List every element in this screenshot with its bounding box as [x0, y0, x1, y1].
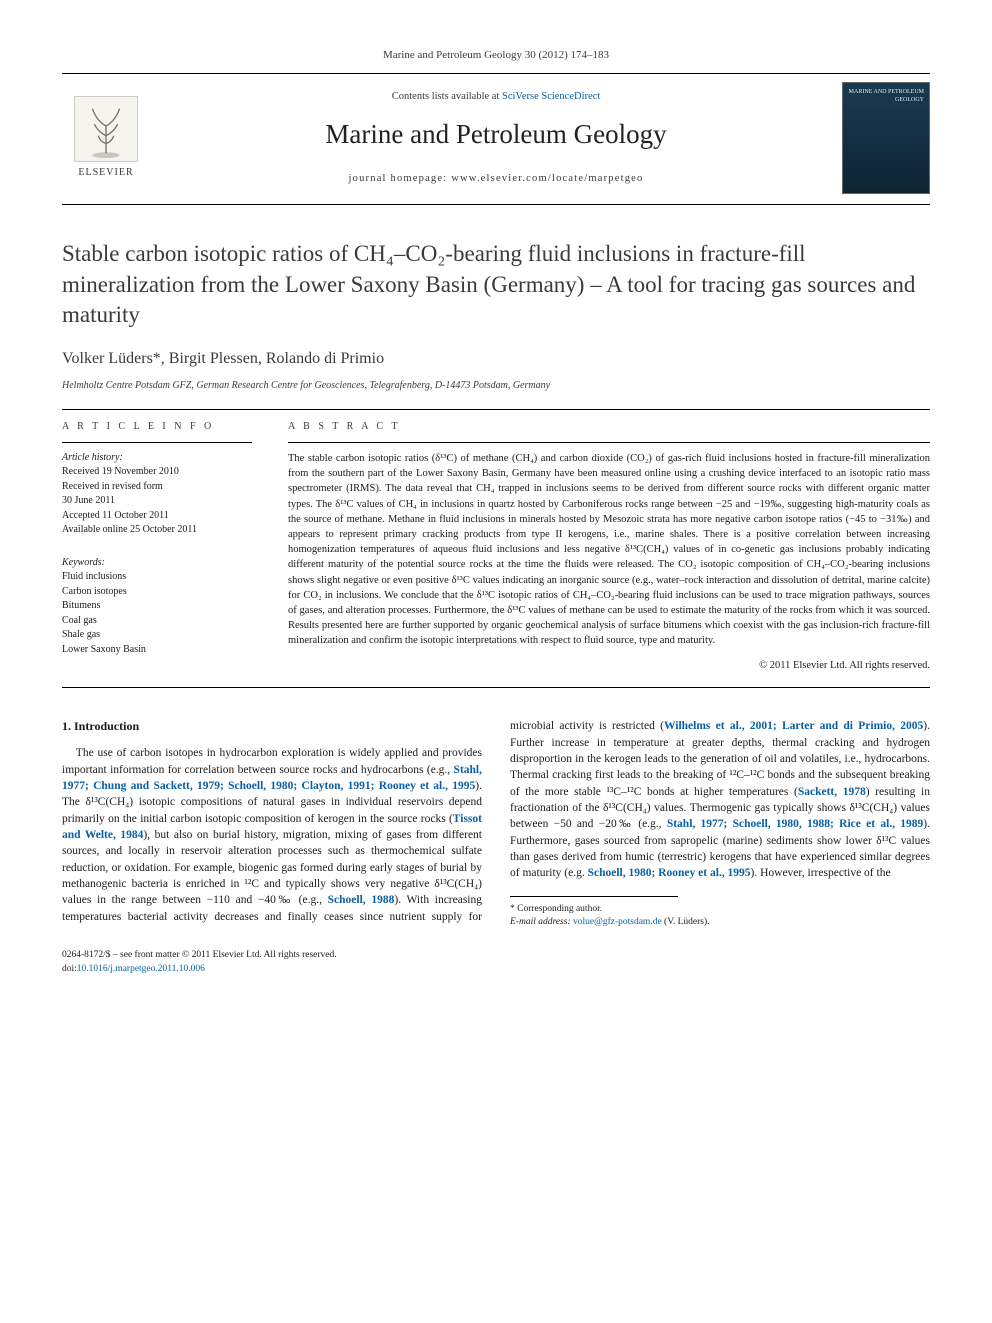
abstract-heading: A B S T R A C T: [288, 420, 930, 434]
citation-link[interactable]: Schoell, 1980; Rooney et al., 1995: [588, 867, 751, 879]
abstract-text: The stable carbon isotopic ratios (δ¹³C)…: [288, 451, 930, 649]
keyword: Shale gas: [62, 628, 252, 643]
history-revised-date: 30 June 2011: [62, 494, 252, 509]
journal-homepage-line: journal homepage: www.elsevier.com/locat…: [164, 172, 828, 187]
sciencedirect-link[interactable]: SciVerse ScienceDirect: [502, 91, 600, 102]
publisher-logo-block: ELSEVIER: [62, 96, 150, 180]
running-head: Marine and Petroleum Geology 30 (2012) 1…: [62, 48, 930, 63]
article-info-column: A R T I C L E I N F O Article history: R…: [62, 420, 252, 674]
elsevier-tree-icon: [74, 96, 138, 162]
affiliation: Helmholtz Centre Potsdam GFZ, German Res…: [62, 379, 930, 393]
abstract-copyright: © 2011 Elsevier Ltd. All rights reserved…: [288, 659, 930, 674]
citation-link[interactable]: Wilhelms et al., 2001; Larter and di Pri…: [664, 720, 923, 732]
footer-left: 0264-8172/$ – see front matter © 2011 El…: [62, 949, 337, 976]
keyword: Coal gas: [62, 614, 252, 629]
page-footer: 0264-8172/$ – see front matter © 2011 El…: [62, 949, 930, 976]
history-online: Available online 25 October 2011: [62, 523, 252, 538]
rule-below-abstract: [62, 687, 930, 688]
email-label: E-mail address:: [510, 917, 571, 927]
section-heading-introduction: 1. Introduction: [62, 718, 482, 735]
journal-cover-thumbnail: MARINE AND PETROLEUM GEOLOGY: [842, 82, 930, 194]
keyword: Bitumens: [62, 599, 252, 614]
rule-abstract: [288, 442, 930, 443]
article-history-block: Article history: Received 19 November 20…: [62, 451, 252, 538]
author-email-link[interactable]: volue@gfz-potsdam.de: [573, 917, 662, 927]
article-title: Stable carbon isotopic ratios of CH₄–CO₂…: [62, 239, 930, 330]
body-text: ). However, irrespective of the: [751, 867, 891, 879]
email-line: E-mail address: volue@gfz-potsdam.de (V.…: [510, 916, 930, 929]
journal-masthead: ELSEVIER Contents lists available at Sci…: [62, 73, 930, 205]
doi-prefix: doi:: [62, 964, 77, 974]
abstract-column: A B S T R A C T The stable carbon isotop…: [288, 420, 930, 674]
citation-link[interactable]: Schoell, 1988: [328, 894, 395, 906]
masthead-center: Contents lists available at SciVerse Sci…: [164, 90, 828, 187]
citation-link[interactable]: Stahl, 1977; Schoell, 1980, 1988; Rice e…: [667, 818, 923, 830]
doi-link[interactable]: 10.1016/j.marpetgeo.2011.10.006: [77, 964, 205, 974]
keyword: Fluid inclusions: [62, 570, 252, 585]
citation-link[interactable]: Sackett, 1978: [798, 786, 866, 798]
history-label: Article history:: [62, 451, 252, 466]
keyword: Lower Saxony Basin: [62, 643, 252, 658]
history-received: Received 19 November 2010: [62, 465, 252, 480]
article-info-heading: A R T I C L E I N F O: [62, 420, 252, 434]
history-revised-label: Received in revised form: [62, 480, 252, 495]
email-attribution: (V. Lüders).: [664, 917, 709, 927]
elsevier-wordmark: ELSEVIER: [78, 166, 133, 180]
doi-line: doi:10.1016/j.marpetgeo.2011.10.006: [62, 963, 337, 976]
intro-paragraph: The use of carbon isotopes in hydrocarbo…: [62, 718, 930, 929]
history-accepted: Accepted 11 October 2011: [62, 509, 252, 524]
rule-above-info: [62, 409, 930, 410]
footnotes-block: * Corresponding author. E-mail address: …: [510, 903, 930, 930]
keywords-block: Keywords: Fluid inclusions Carbon isotop…: [62, 556, 252, 658]
body-text: The use of carbon isotopes in hydrocarbo…: [62, 747, 482, 775]
body-two-column: 1. Introduction The use of carbon isotop…: [62, 718, 930, 929]
front-matter-line: 0264-8172/$ – see front matter © 2011 El…: [62, 949, 337, 962]
keywords-label: Keywords:: [62, 556, 252, 571]
keyword: Carbon isotopes: [62, 585, 252, 600]
footnote-separator: [510, 896, 678, 897]
journal-title: Marine and Petroleum Geology: [164, 116, 828, 154]
contents-available-line: Contents lists available at SciVerse Sci…: [164, 90, 828, 105]
author-list: Volker Lüders*, Birgit Plessen, Rolando …: [62, 348, 930, 370]
contents-prefix: Contents lists available at: [392, 91, 502, 102]
rule-info: [62, 442, 252, 443]
cover-text: MARINE AND PETROLEUM GEOLOGY: [848, 89, 924, 103]
corresponding-author-note: * Corresponding author.: [510, 903, 930, 916]
